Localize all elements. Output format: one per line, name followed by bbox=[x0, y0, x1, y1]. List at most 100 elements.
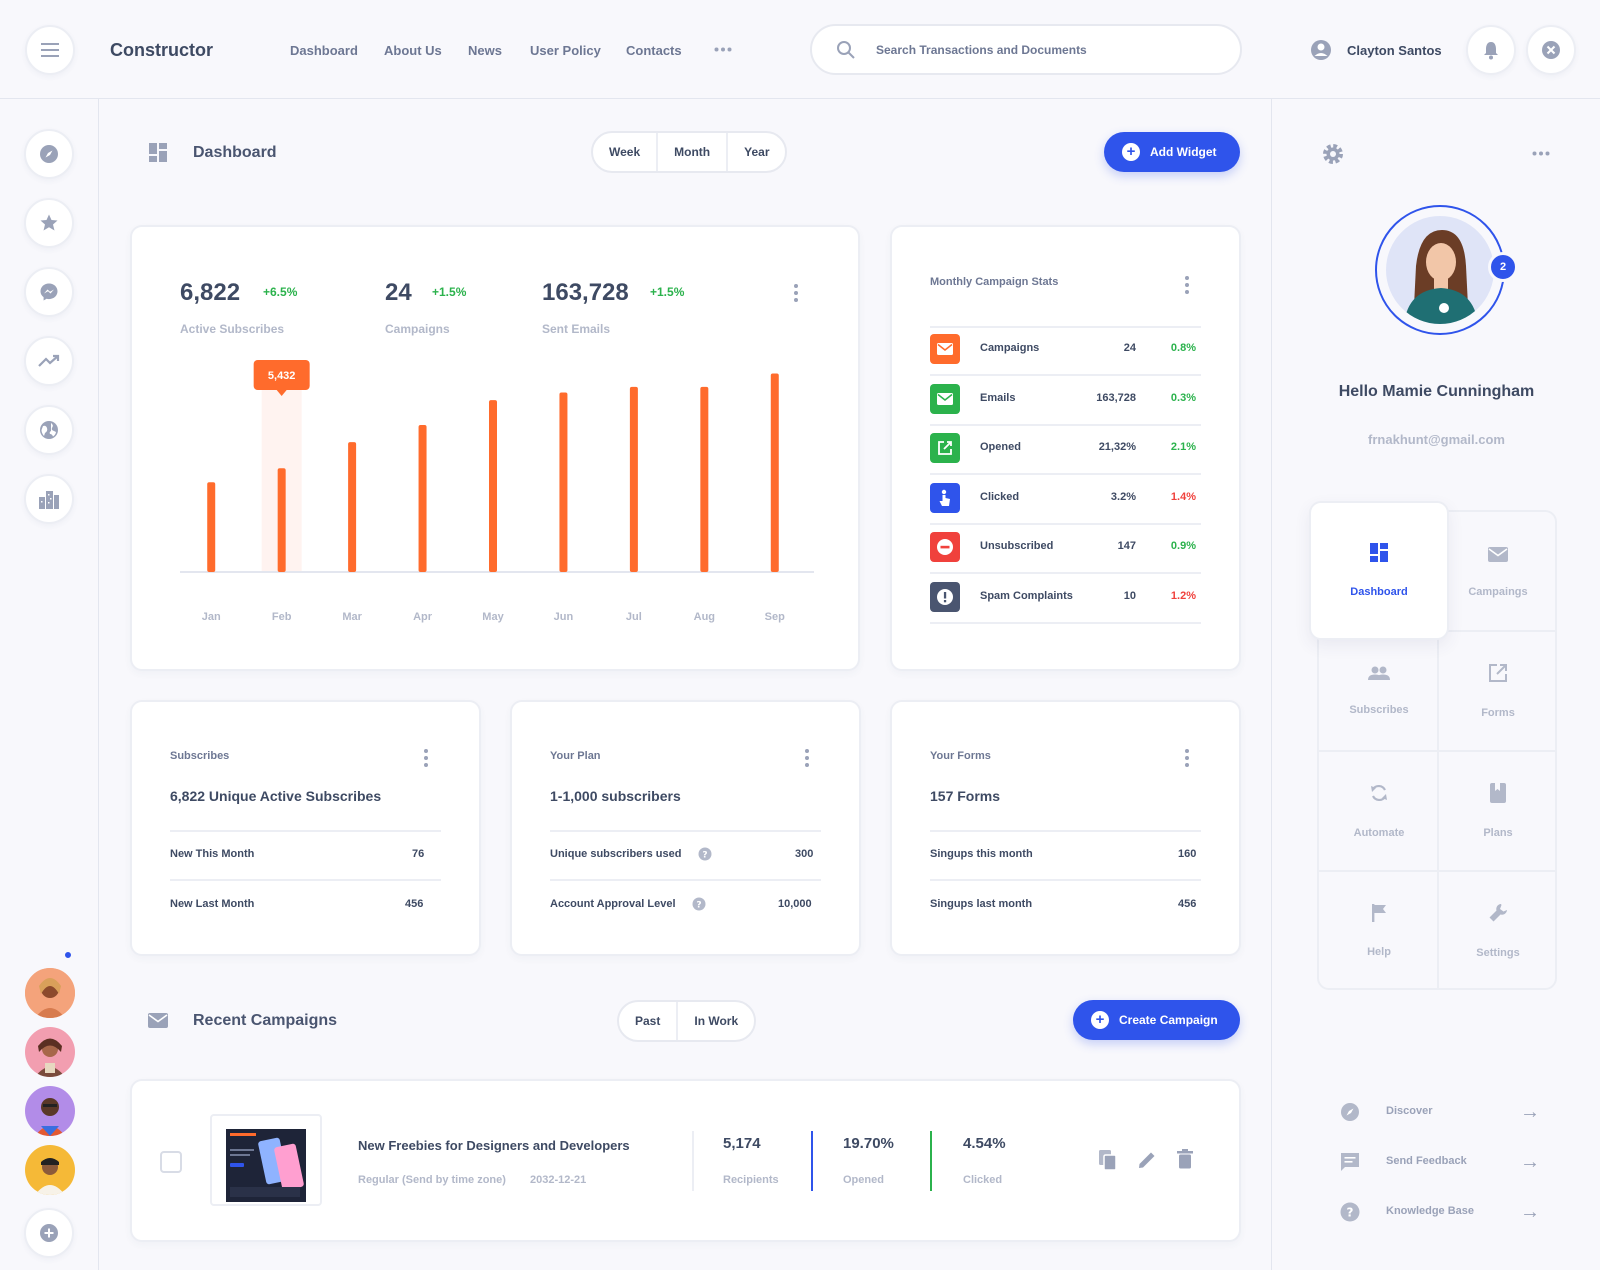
sidebar-trending-button[interactable] bbox=[24, 336, 74, 386]
row-value: 76 bbox=[412, 848, 425, 860]
stat-row-unsubscribed[interactable]: Unsubscribed 147 0.9% bbox=[930, 530, 1196, 570]
stat-row-emails[interactable]: Emails 163,728 0.3% bbox=[930, 382, 1196, 422]
tab-year[interactable]: Year bbox=[744, 145, 770, 159]
link-send-feedback[interactable]: Send Feedback → bbox=[1340, 1150, 1540, 1174]
card-menu-icon[interactable] bbox=[424, 749, 428, 767]
user-name[interactable]: Clayton Santos bbox=[1347, 43, 1442, 58]
avatar bbox=[1386, 216, 1494, 324]
x-tick-label: Jun bbox=[554, 611, 574, 623]
stat-value: 3.2% bbox=[1110, 490, 1136, 503]
nav-contacts[interactable]: Contacts bbox=[626, 43, 682, 58]
contact-avatar-1[interactable] bbox=[25, 968, 75, 1018]
stat-row-campaigns[interactable]: Campaigns 24 0.8% bbox=[930, 332, 1196, 372]
contact-avatar-3[interactable] bbox=[25, 1086, 75, 1136]
sidebar-globe-button[interactable] bbox=[24, 405, 74, 455]
plan-card: Your Plan 1-1,000 subscribers Unique sub… bbox=[510, 700, 861, 956]
card-menu-icon[interactable] bbox=[1185, 276, 1189, 294]
quick-subscribes[interactable]: Subscribes bbox=[1319, 631, 1439, 751]
dashboard-grid-icon bbox=[1369, 543, 1388, 562]
left-sidebar bbox=[0, 99, 99, 1270]
campaign-thumbnail[interactable] bbox=[210, 1114, 322, 1206]
row-checkbox[interactable] bbox=[160, 1151, 182, 1173]
tab-week[interactable]: Week bbox=[593, 133, 659, 171]
copy-icon[interactable] bbox=[1098, 1149, 1118, 1171]
nav-user-policy[interactable]: User Policy bbox=[530, 43, 601, 58]
menu-button[interactable] bbox=[25, 25, 75, 75]
bar-jun[interactable] bbox=[559, 392, 568, 572]
help-icon[interactable]: ? bbox=[698, 847, 712, 861]
bar-jul[interactable] bbox=[629, 386, 638, 572]
profile-avatar-ring[interactable] bbox=[1375, 205, 1505, 335]
stat-value: 4.54% bbox=[963, 1135, 1006, 1152]
quick-campaigns[interactable]: Campaings bbox=[1438, 512, 1558, 632]
quick-automate[interactable]: Automate bbox=[1319, 751, 1439, 871]
card-menu-icon[interactable] bbox=[794, 284, 798, 302]
link-label: Discover bbox=[1386, 1105, 1433, 1117]
bar-jan[interactable] bbox=[207, 482, 216, 572]
stat-row-opened[interactable]: Opened 21,32% 2.1% bbox=[930, 431, 1196, 471]
contact-avatar-4[interactable] bbox=[25, 1145, 75, 1195]
card-title: Your Plan bbox=[550, 750, 601, 762]
page-title: Dashboard bbox=[193, 144, 277, 161]
create-campaign-button[interactable]: + Create Campaign bbox=[1073, 1000, 1240, 1040]
stat-change: 0.9% bbox=[1170, 540, 1196, 552]
campaign-name[interactable]: New Freebies for Designers and Developer… bbox=[358, 1138, 630, 1153]
bar-apr[interactable] bbox=[418, 425, 427, 572]
stat-row-clicked[interactable]: Clicked 3.2% 1.4% bbox=[930, 481, 1196, 521]
settings-gear-icon[interactable] bbox=[1322, 143, 1344, 165]
feedback-icon bbox=[1341, 1153, 1359, 1171]
bar-mar[interactable] bbox=[348, 442, 357, 572]
stat-value: 21,32% bbox=[1098, 441, 1136, 453]
more-horizontal-icon[interactable] bbox=[1532, 151, 1550, 156]
trash-icon[interactable] bbox=[1177, 1149, 1193, 1169]
forms-card: Your Forms 157 Forms Singups this month … bbox=[890, 700, 1241, 956]
add-contact-button[interactable] bbox=[24, 1208, 74, 1258]
search-input[interactable]: Search Transactions and Documents bbox=[876, 43, 1087, 57]
stat-change: 2.1% bbox=[1170, 441, 1196, 453]
stat-change: 1.4% bbox=[1170, 490, 1196, 503]
tab-month[interactable]: Month bbox=[658, 133, 729, 171]
bar-feb[interactable] bbox=[277, 468, 286, 572]
link-discover[interactable]: Discover → bbox=[1340, 1100, 1540, 1124]
sidebar-compass-button[interactable] bbox=[24, 129, 74, 179]
close-button[interactable] bbox=[1526, 25, 1576, 75]
quick-dashboard[interactable]: Dashboard bbox=[1309, 501, 1449, 640]
sidebar-city-button[interactable] bbox=[24, 474, 74, 524]
bar-aug[interactable] bbox=[700, 386, 709, 572]
quick-forms[interactable]: Forms bbox=[1438, 631, 1558, 751]
quick-plans[interactable]: Plans bbox=[1438, 751, 1558, 871]
nav-about-us[interactable]: About Us bbox=[384, 43, 442, 58]
card-menu-icon[interactable] bbox=[1185, 749, 1189, 767]
edit-icon[interactable] bbox=[1137, 1150, 1157, 1170]
link-knowledge-base[interactable]: ? Knowledge Base → bbox=[1340, 1200, 1540, 1224]
quick-help[interactable]: Help bbox=[1319, 871, 1439, 991]
stat-row-spam-complaints[interactable]: Spam Complaints 10 1.2% bbox=[930, 580, 1196, 620]
row-label: Unique subscribers used bbox=[550, 848, 682, 860]
minus-circle-icon bbox=[930, 532, 960, 562]
tile-label: Campaings bbox=[1468, 585, 1528, 598]
mail-icon bbox=[930, 334, 960, 364]
tooltip-label: 5,432 bbox=[268, 370, 296, 382]
buildings-icon bbox=[39, 491, 59, 509]
row-value: 456 bbox=[1178, 898, 1197, 910]
svg-text:?: ? bbox=[696, 901, 701, 911]
notifications-button[interactable] bbox=[1466, 25, 1516, 75]
search-bar[interactable]: Search Transactions and Documents bbox=[810, 24, 1242, 75]
card-menu-icon[interactable] bbox=[805, 749, 809, 767]
more-horizontal-icon[interactable] bbox=[714, 47, 732, 52]
nav-news[interactable]: News bbox=[468, 43, 502, 58]
help-icon[interactable]: ? bbox=[692, 897, 706, 911]
bar-may[interactable] bbox=[489, 400, 497, 572]
tab-past[interactable]: Past bbox=[619, 1002, 679, 1040]
stat-name: Campaigns bbox=[980, 342, 1040, 354]
compass-icon bbox=[40, 145, 58, 163]
tab-in-work[interactable]: In Work bbox=[694, 1014, 739, 1028]
contact-avatar-2[interactable] bbox=[25, 1027, 75, 1077]
kpi-value: 24 bbox=[385, 279, 412, 306]
sidebar-messenger-button[interactable] bbox=[24, 267, 74, 317]
add-widget-button[interactable]: + Add Widget bbox=[1104, 132, 1240, 172]
nav-dashboard[interactable]: Dashboard bbox=[290, 43, 358, 58]
bar-sep[interactable] bbox=[770, 373, 779, 572]
quick-settings[interactable]: Settings bbox=[1438, 871, 1558, 991]
sidebar-star-button[interactable] bbox=[24, 198, 74, 248]
